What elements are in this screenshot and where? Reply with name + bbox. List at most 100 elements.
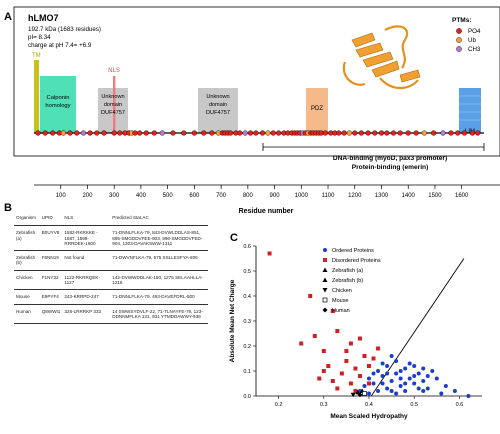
- ptm-site-dot: [405, 130, 411, 136]
- ordered-proteins-point: [380, 361, 385, 366]
- domain-calponin-label-1: Calponin: [47, 95, 70, 101]
- ordered-proteins-point: [425, 374, 430, 378]
- disordered-proteins-point: [339, 371, 344, 376]
- ordered-proteins-point: [430, 369, 435, 373]
- protein-name: hLMO7: [28, 13, 59, 23]
- legend-label: Mouse: [332, 298, 349, 304]
- ptm-po4-label: PO4: [468, 28, 481, 35]
- ordered-proteins-point: [385, 371, 390, 376]
- panel-b-label: B: [4, 202, 12, 214]
- disordered-proteins-point: [344, 359, 349, 363]
- boundary-line: [370, 258, 465, 397]
- ptm-site-dot: [247, 130, 254, 136]
- cell-pred: 71-DNNLFLKA-79, 493-DAVEFDRL-500: [110, 289, 208, 305]
- residue-axis-ticks: 100 200 300 400 500 600 700 800 900 1000 1100 1200 1…: [56, 185, 469, 199]
- ptm-ch3-marker: [456, 46, 462, 52]
- ptm-site-dot: [191, 130, 198, 136]
- ptm-site-dot: [253, 130, 259, 136]
- ptm-site-dot: [270, 130, 276, 136]
- residue-tick-label: 900: [270, 193, 281, 199]
- ptm-site-dot: [111, 130, 117, 136]
- ptm-site-dot: [201, 130, 207, 136]
- x-tick-label: 0.2: [275, 402, 283, 408]
- disordered-proteins-point: [348, 341, 353, 346]
- disordered-proteins-point: [376, 346, 381, 351]
- x-tick-label: 0.4: [365, 402, 373, 408]
- disordered-proteins-point: [357, 336, 362, 341]
- domain-pdz: [306, 88, 328, 133]
- disordered-proteins-point: [267, 251, 272, 256]
- ptm-site-dot: [101, 130, 107, 136]
- legend-label: Disordered Proteins: [332, 258, 381, 264]
- disordered-proteins-point: [326, 364, 331, 368]
- ptm-po4-marker: [456, 28, 462, 34]
- domain-duf1-label-3: DUF4757: [101, 110, 125, 116]
- disordered-proteins-point: [367, 381, 371, 386]
- ptm-site-dot: [94, 130, 100, 136]
- ptm-site-dot: [181, 130, 187, 136]
- legend-label: Ordered Proteins: [332, 248, 374, 254]
- legend-label: Chicken: [332, 288, 352, 294]
- ptm-site-dot: [352, 130, 358, 136]
- y-tick-label: 0.5: [243, 269, 251, 275]
- ptm-site-dot: [378, 130, 385, 136]
- ptm-site-dot: [74, 130, 80, 136]
- disordered-proteins-point: [321, 349, 326, 353]
- cell-nls: 243-KRRPD-247: [62, 289, 111, 305]
- legend-marker: [322, 288, 328, 293]
- info-line-1: 192.7 kDa (1683 residues): [28, 26, 101, 33]
- legend-marker: [323, 248, 327, 252]
- disordered-proteins-point: [362, 354, 367, 358]
- ptm-site-dot: [80, 130, 87, 136]
- domain-duf2-label-2: domain: [209, 102, 227, 108]
- residue-tick-label: 1000: [295, 193, 309, 199]
- disordered-proteins-point: [353, 366, 358, 371]
- y-tick-label: 0.2: [243, 344, 251, 350]
- ordered-proteins-point: [403, 389, 408, 393]
- ptm-site-dot: [469, 130, 476, 136]
- disordered-proteins-point: [308, 294, 313, 298]
- ptm-site-dot: [50, 130, 56, 136]
- disordered-proteins-point: [348, 381, 353, 386]
- disordered-proteins-point: [357, 374, 362, 378]
- human-point: [357, 392, 363, 398]
- cell-pred: 71-DWVNFLKA-79, 575 SSLLESFYA-806: [110, 250, 208, 271]
- ordered-proteins-point: [403, 381, 408, 386]
- ordered-proteins-point: [412, 374, 417, 378]
- ordered-proteins-point: [434, 376, 439, 381]
- residue-tick-label: 800: [243, 193, 254, 199]
- residue-tick-label: 1600: [455, 193, 469, 199]
- ptm-site-dot: [242, 130, 248, 136]
- ptm-ub-label: Ub: [468, 37, 476, 44]
- ptm-ub-marker: [456, 37, 462, 43]
- panel-a-label: A: [4, 11, 12, 23]
- table-row: Zebrafish (b) F6NN19 Not found 71-DWVNFL…: [14, 250, 208, 271]
- cell-pred: 14 SWWSYDVLF-22, 71-TLNAYFE-79, 123-DDNN…: [110, 304, 208, 325]
- ptm-legend-title: PTMs:: [452, 17, 472, 24]
- cell-organism: Human: [14, 304, 40, 325]
- ptm-site-dot: [35, 130, 41, 136]
- ordered-proteins-point: [367, 391, 371, 396]
- x-tick-label: 0.3: [320, 402, 328, 408]
- ptm-site-dot: [346, 130, 353, 136]
- disordered-proteins-point: [312, 334, 317, 338]
- residue-tick-label: 1500: [428, 193, 442, 199]
- header-organism: Organism: [14, 211, 40, 227]
- ptm-site-dot: [336, 130, 342, 136]
- ptm-site-dot: [87, 130, 93, 136]
- legend-marker: [323, 258, 327, 262]
- ptm-site-dot: [159, 130, 165, 136]
- disordered-proteins-point: [330, 379, 335, 383]
- ptm-site-dot: [117, 130, 123, 136]
- ptm-site-dot: [170, 130, 176, 136]
- residue-tick-label: 300: [109, 193, 120, 199]
- ordered-proteins-point: [389, 389, 394, 393]
- disordered-proteins-point: [321, 369, 326, 373]
- ordered-proteins-point: [362, 384, 367, 388]
- ordered-proteins-point: [371, 381, 376, 386]
- legend-marker: [322, 297, 328, 303]
- ordered-proteins-point: [421, 366, 426, 371]
- legend-marker: [322, 307, 328, 313]
- panel-c-label: C: [230, 232, 238, 244]
- lim-stripes: [459, 95, 481, 121]
